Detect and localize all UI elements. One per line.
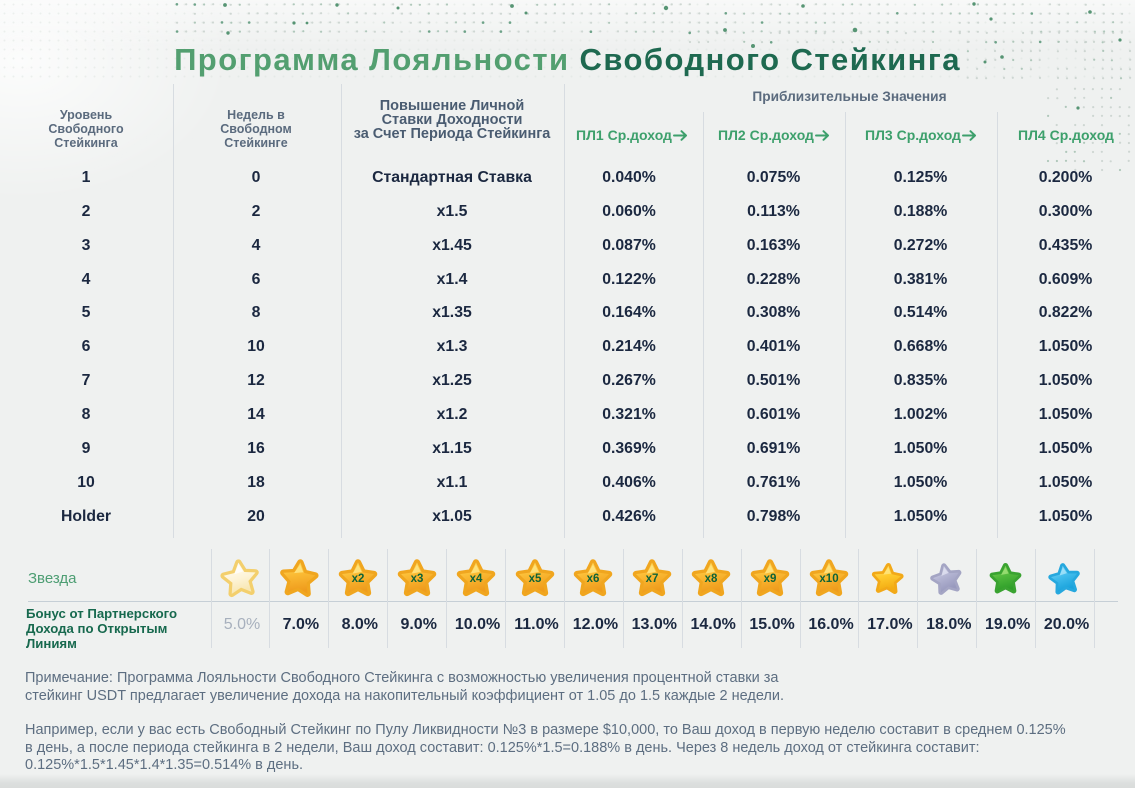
svg-text:x4: x4: [469, 573, 482, 585]
svg-text:x3: x3: [410, 573, 423, 585]
svg-text:x9: x9: [764, 573, 777, 585]
svg-text:x6: x6: [587, 573, 600, 585]
svg-text:x5: x5: [528, 573, 541, 585]
svg-text:x10: x10: [819, 573, 838, 585]
svg-text:x7: x7: [646, 573, 659, 585]
svg-text:x2: x2: [351, 573, 364, 585]
svg-text:x8: x8: [705, 573, 718, 585]
